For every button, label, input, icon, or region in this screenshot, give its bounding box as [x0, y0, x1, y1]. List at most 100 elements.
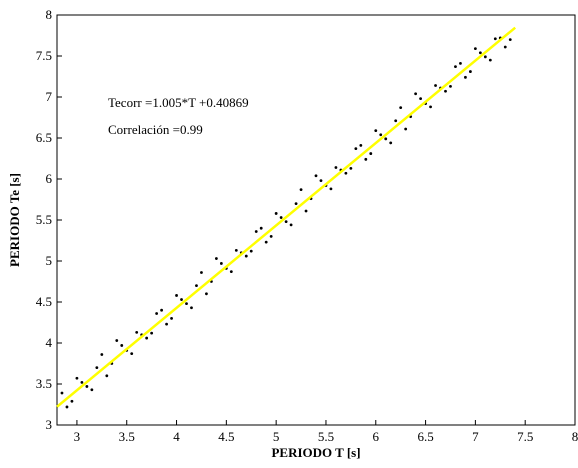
y-tick-label: 3: [46, 417, 53, 432]
point: [234, 248, 238, 252]
point: [195, 284, 198, 287]
point: [483, 55, 487, 59]
y-tick-label: 4: [46, 335, 53, 350]
point: [478, 51, 482, 55]
point: [469, 70, 472, 73]
point: [170, 317, 173, 320]
point: [344, 171, 348, 175]
point: [384, 137, 388, 141]
fit-line: [56, 26, 517, 408]
x-axis-label: PERIODO T [s]: [271, 445, 360, 460]
x-tick-label: 5.5: [318, 429, 334, 444]
point: [299, 188, 303, 192]
x-tick-label: 8: [572, 429, 578, 444]
y-tick-label: 6.5: [36, 130, 52, 145]
point: [70, 399, 74, 403]
point: [473, 47, 477, 51]
point: [205, 292, 208, 296]
annotation: Tecorr =1.005*T +0.40869: [108, 95, 249, 110]
point: [444, 89, 447, 93]
point: [404, 127, 408, 131]
point: [329, 187, 333, 191]
point: [359, 143, 363, 147]
point: [454, 65, 457, 69]
point: [264, 240, 268, 244]
point: [135, 330, 139, 334]
point: [155, 312, 159, 315]
point: [100, 353, 104, 356]
point: [294, 202, 298, 206]
point: [185, 302, 188, 306]
point: [319, 179, 323, 183]
y-tick-label: 3.5: [36, 376, 52, 391]
point: [259, 226, 263, 230]
x-tick-label: 4: [173, 429, 180, 444]
point: [249, 249, 253, 253]
point: [369, 152, 373, 155]
y-tick-label: 7: [46, 89, 53, 104]
point: [389, 141, 393, 145]
point: [214, 257, 218, 260]
point: [150, 331, 154, 335]
point: [449, 84, 452, 88]
point: [90, 388, 94, 392]
point: [115, 339, 119, 342]
point: [399, 106, 403, 110]
point: [394, 119, 398, 123]
point: [244, 254, 248, 258]
point: [414, 92, 418, 96]
point: [175, 294, 178, 297]
point: [314, 174, 318, 178]
point: [434, 84, 437, 87]
point: [374, 129, 378, 133]
point: [464, 75, 467, 79]
y-tick-label: 5: [46, 253, 53, 268]
point: [304, 209, 308, 213]
point: [269, 235, 273, 238]
point: [429, 105, 432, 109]
point: [459, 61, 462, 65]
point: [145, 336, 149, 340]
point: [349, 166, 353, 170]
point: [503, 45, 507, 49]
x-tick-label: 6.5: [417, 429, 433, 444]
y-tick-label: 8: [46, 7, 53, 22]
point: [229, 270, 233, 274]
annotation: Correlación =0.99: [108, 122, 203, 137]
y-axis-label: PERIODO Te [s]: [7, 173, 22, 267]
point: [289, 223, 293, 227]
point: [180, 298, 183, 301]
y-tick-label: 5.5: [36, 212, 52, 227]
point: [65, 405, 69, 409]
point: [364, 157, 368, 161]
point: [379, 133, 383, 137]
y-tick-label: 6: [46, 171, 53, 186]
plot-frame: [56, 14, 576, 426]
point: [120, 344, 124, 347]
point: [80, 380, 84, 384]
point: [105, 374, 109, 378]
point: [75, 376, 79, 380]
point: [279, 216, 283, 219]
x-tick-label: 4.5: [218, 429, 234, 444]
point: [190, 306, 193, 310]
point: [219, 262, 223, 265]
point: [488, 58, 492, 62]
point: [354, 147, 358, 151]
point: [160, 308, 163, 312]
point: [274, 212, 278, 215]
x-tick-label: 7.5: [517, 429, 533, 444]
point: [165, 322, 168, 326]
y-tick-label: 4.5: [36, 294, 52, 309]
point: [254, 230, 258, 233]
point: [95, 366, 99, 369]
point: [200, 271, 203, 274]
x-tick-label: 3: [74, 429, 81, 444]
y-tick-label: 7.5: [36, 48, 52, 63]
point: [508, 38, 512, 41]
x-tick-label: 5: [273, 429, 280, 444]
x-tick-label: 7: [472, 429, 479, 444]
x-tick-label: 6: [373, 429, 380, 444]
point: [130, 352, 134, 356]
point: [493, 37, 497, 41]
